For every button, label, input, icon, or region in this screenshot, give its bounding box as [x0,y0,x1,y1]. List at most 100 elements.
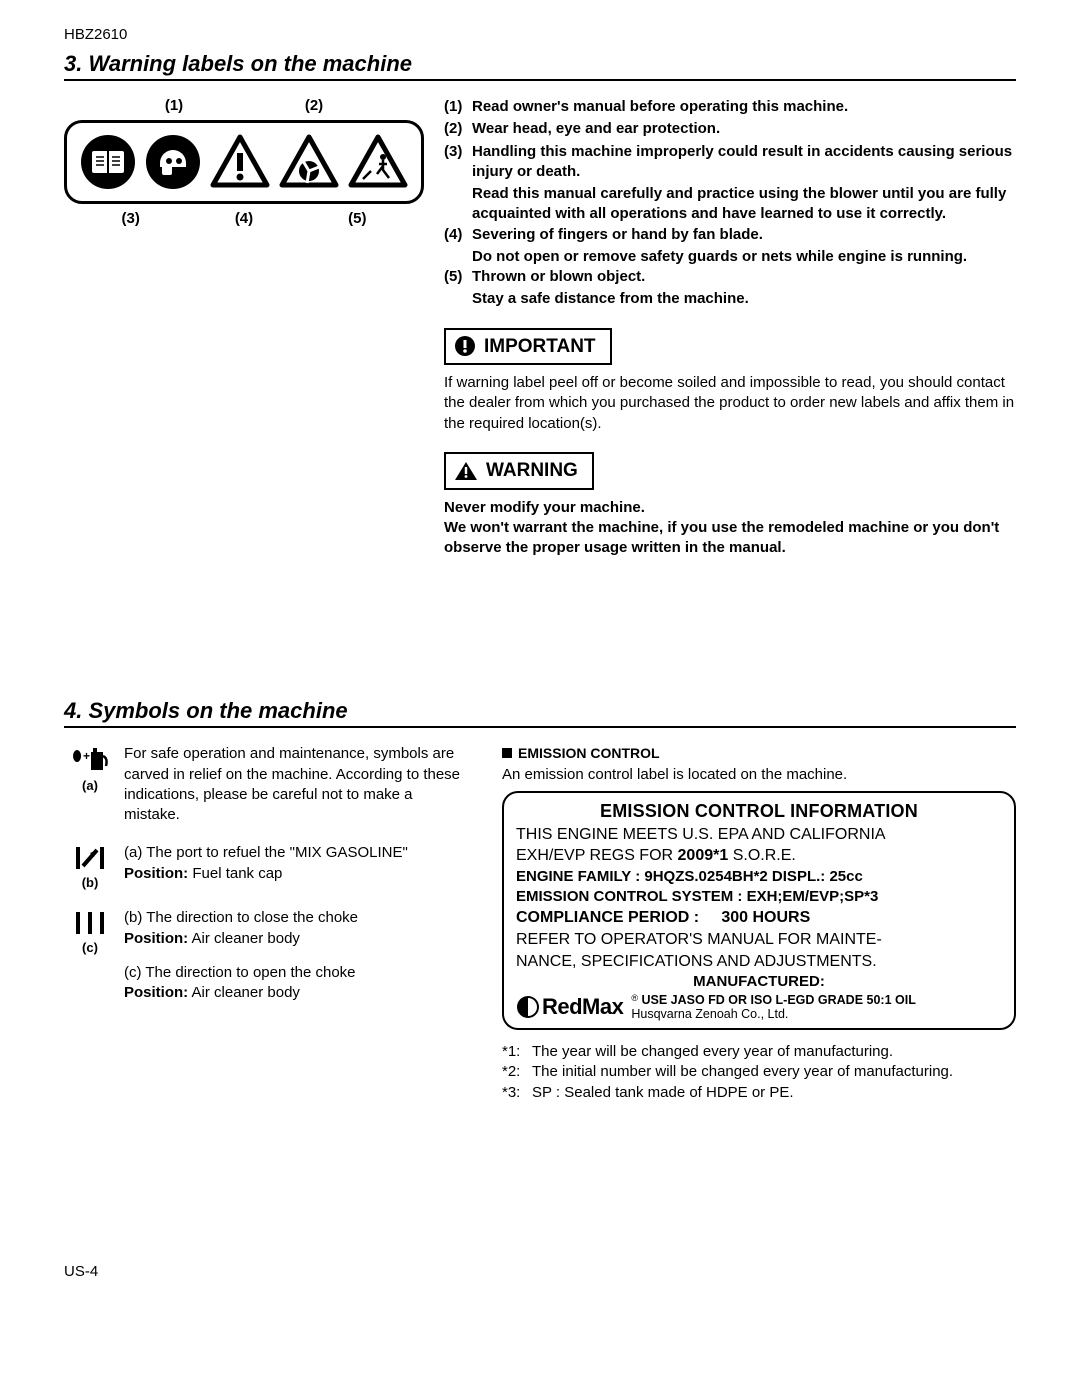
page: HBZ2610 3. Warning labels on the machine… [0,0,1080,1320]
symbol-c-row: (c) (b) The direction to close the choke… [64,908,464,1003]
image-numbers-bottom: (3) (4) (5) [64,210,424,227]
oil-grade-text: USE JASO FD OR ISO L-EGD GRADE 50:1 OIL [641,993,915,1007]
warning-box: WARNING [444,452,594,490]
item3-text: Handling this machine improperly could r… [472,142,1016,183]
emission-line2: EXH/EVP REGS FOR 2009*1 S.O.R.E. [516,845,1002,867]
important-box: IMPORTANT [444,328,612,366]
el5b: 300 HOURS [721,909,810,926]
important-text: If warning label peel off or become soil… [444,373,1016,434]
el2c: S.O.R.E. [728,847,796,864]
symbol-a-text-block: (a) The port to refuel the "MIX GASOLINE… [116,843,464,884]
symbols-column: + (a) For safe operation and maintenance… [64,744,502,1021]
item2-num: (2) [444,119,472,139]
symbol-c-text: (c) The direction to open the choke [124,963,464,983]
warning-label-panel [64,120,424,204]
item5-num: (5) [444,267,472,287]
note-2: *2:The initial number will be changed ev… [502,1062,1016,1082]
item3-num: (3) [444,142,472,183]
emission-line3: ENGINE FAMILY : 9HQZS.0254BH*2 DISPL.: 2… [516,867,1002,887]
section4-row: + (a) For safe operation and maintenance… [64,744,1016,1103]
ppe-icon [144,133,202,191]
symbol-c-pos: Air cleaner body [192,984,300,1001]
page-number: US-4 [64,1263,1016,1280]
warning-item-3: (3) Handling this machine improperly cou… [444,142,1016,183]
warning-item-1: (1) Read owner's manual before operating… [444,97,1016,117]
item5-text: Thrown or blown object. [472,267,645,287]
redmax-logo-icon [516,995,540,1019]
symbol-a-row: + (a) For safe operation and maintenance… [64,744,464,825]
el5a: COMPLIANCE PERIOD : [516,909,699,926]
emission-line6: REFER TO OPERATOR'S MANUAL FOR MAINTE- [516,929,1002,951]
symbol-b-label: (b) [64,875,116,890]
symbol-c-pos-label: Position: [124,984,188,1001]
item1-num: (1) [444,97,472,117]
emission-column: EMISSION CONTROL An emission control lab… [502,744,1016,1103]
emission-manufactured: MANUFACTURED: [516,972,1002,992]
section3-text-column: (1) Read owner's manual before operating… [444,97,1016,558]
registered-mark: ® [631,993,638,1003]
image-numbers-top: (1) (2) [64,97,424,114]
num-1: (1) [165,97,183,114]
note3-key: *3: [502,1083,532,1103]
note1-val: The year will be changed every year of m… [532,1042,893,1062]
company-text: Husqvarna Zenoah Co., Ltd. [631,1007,788,1021]
emission-line7: NANCE, SPECIFICATIONS AND ADJUSTMENTS. [516,951,1002,973]
warning-label-image-column: (1) (2) [64,97,444,227]
section4-title: 4. Symbols on the machine [64,698,1016,728]
emission-heading-text: EMISSION CONTROL [518,745,660,761]
note3-val: SP : Sealed tank made of HDPE or PE. [532,1083,794,1103]
symbol-b-pos-label: Position: [124,930,188,947]
el2a: EXH/EVP REGS FOR [516,847,678,864]
item1-text: Read owner's manual before operating thi… [472,97,848,117]
redmax-logo: RedMax [516,992,623,1022]
symbol-a-pos: Fuel tank cap [192,865,282,882]
el2b: 2009*1 [678,847,729,864]
item4-num: (4) [444,225,472,245]
warning-text-1: Never modify your machine. [444,498,1016,518]
symbol-b-pos: Air cleaner body [192,930,300,947]
item3-extra: Read this manual carefully and practice … [472,184,1016,225]
warning-item-2: (2) Wear head, eye and ear protection. [444,119,1016,139]
section3-row: (1) (2) [64,97,1016,558]
warning-item-5: (5) Thrown or blown object. [444,267,1016,287]
warning-triangle-icon [209,133,271,191]
symbol-b-text: (b) The direction to close the choke [124,908,464,928]
symbol-c-label: (c) [64,940,116,955]
item4-text: Severing of fingers or hand by fan blade… [472,225,763,245]
emission-notes: *1:The year will be changed every year o… [502,1042,1016,1103]
item5-extra: Stay a safe distance from the machine. [472,289,1016,309]
fuel-symbol-icon: + (a) [64,744,116,793]
num-4: (4) [235,210,253,227]
note2-val: The initial number will be changed every… [532,1062,953,1082]
warning-text-2: We won't warrant the machine, if you use… [444,518,1016,559]
manual-icon [79,133,137,191]
choke-open-icon: (c) [64,908,116,955]
square-bullet-icon [502,748,512,758]
emission-line5: COMPLIANCE PERIOD : 300 HOURS [516,907,1002,929]
warning-item-4: (4) Severing of fingers or hand by fan b… [444,225,1016,245]
symbol-a-label: (a) [64,778,116,793]
item4-extra: Do not open or remove safety guards or n… [472,247,1016,267]
num-2: (2) [305,97,323,114]
svg-text:+: + [83,749,90,763]
redmax-logo-text: RedMax [542,992,623,1022]
emission-line4: EMISSION CONTROL SYSTEM : EXH;EM/EVP;SP*… [516,887,1002,907]
el3b: 9HQZS.0254BH*2 [644,868,767,885]
emission-label-box: EMISSION CONTROL INFORMATION THIS ENGINE… [502,791,1016,1030]
important-icon [454,335,476,357]
symbol-bc-text-block: (b) The direction to close the choke Pos… [116,908,464,1003]
important-label: IMPORTANT [484,334,596,360]
warning-label: WARNING [486,458,578,484]
section4-intro: For safe operation and maintenance, symb… [116,744,464,825]
el4b: EXH;EM/EVP;SP*3 [747,888,879,905]
section3-title: 3. Warning labels on the machine [64,51,1016,81]
symbol-a-pos-label: Position: [124,865,188,882]
choke-close-icon: (b) [64,843,116,890]
el3a: ENGINE FAMILY : [516,868,644,885]
emission-intro: An emission control label is located on … [502,765,1016,785]
emission-line1: THIS ENGINE MEETS U.S. EPA AND CALIFORNI… [516,824,1002,846]
thrown-object-triangle-icon [347,133,409,191]
model-number: HBZ2610 [64,26,1016,43]
num-3: (3) [121,210,139,227]
note2-key: *2: [502,1062,532,1082]
